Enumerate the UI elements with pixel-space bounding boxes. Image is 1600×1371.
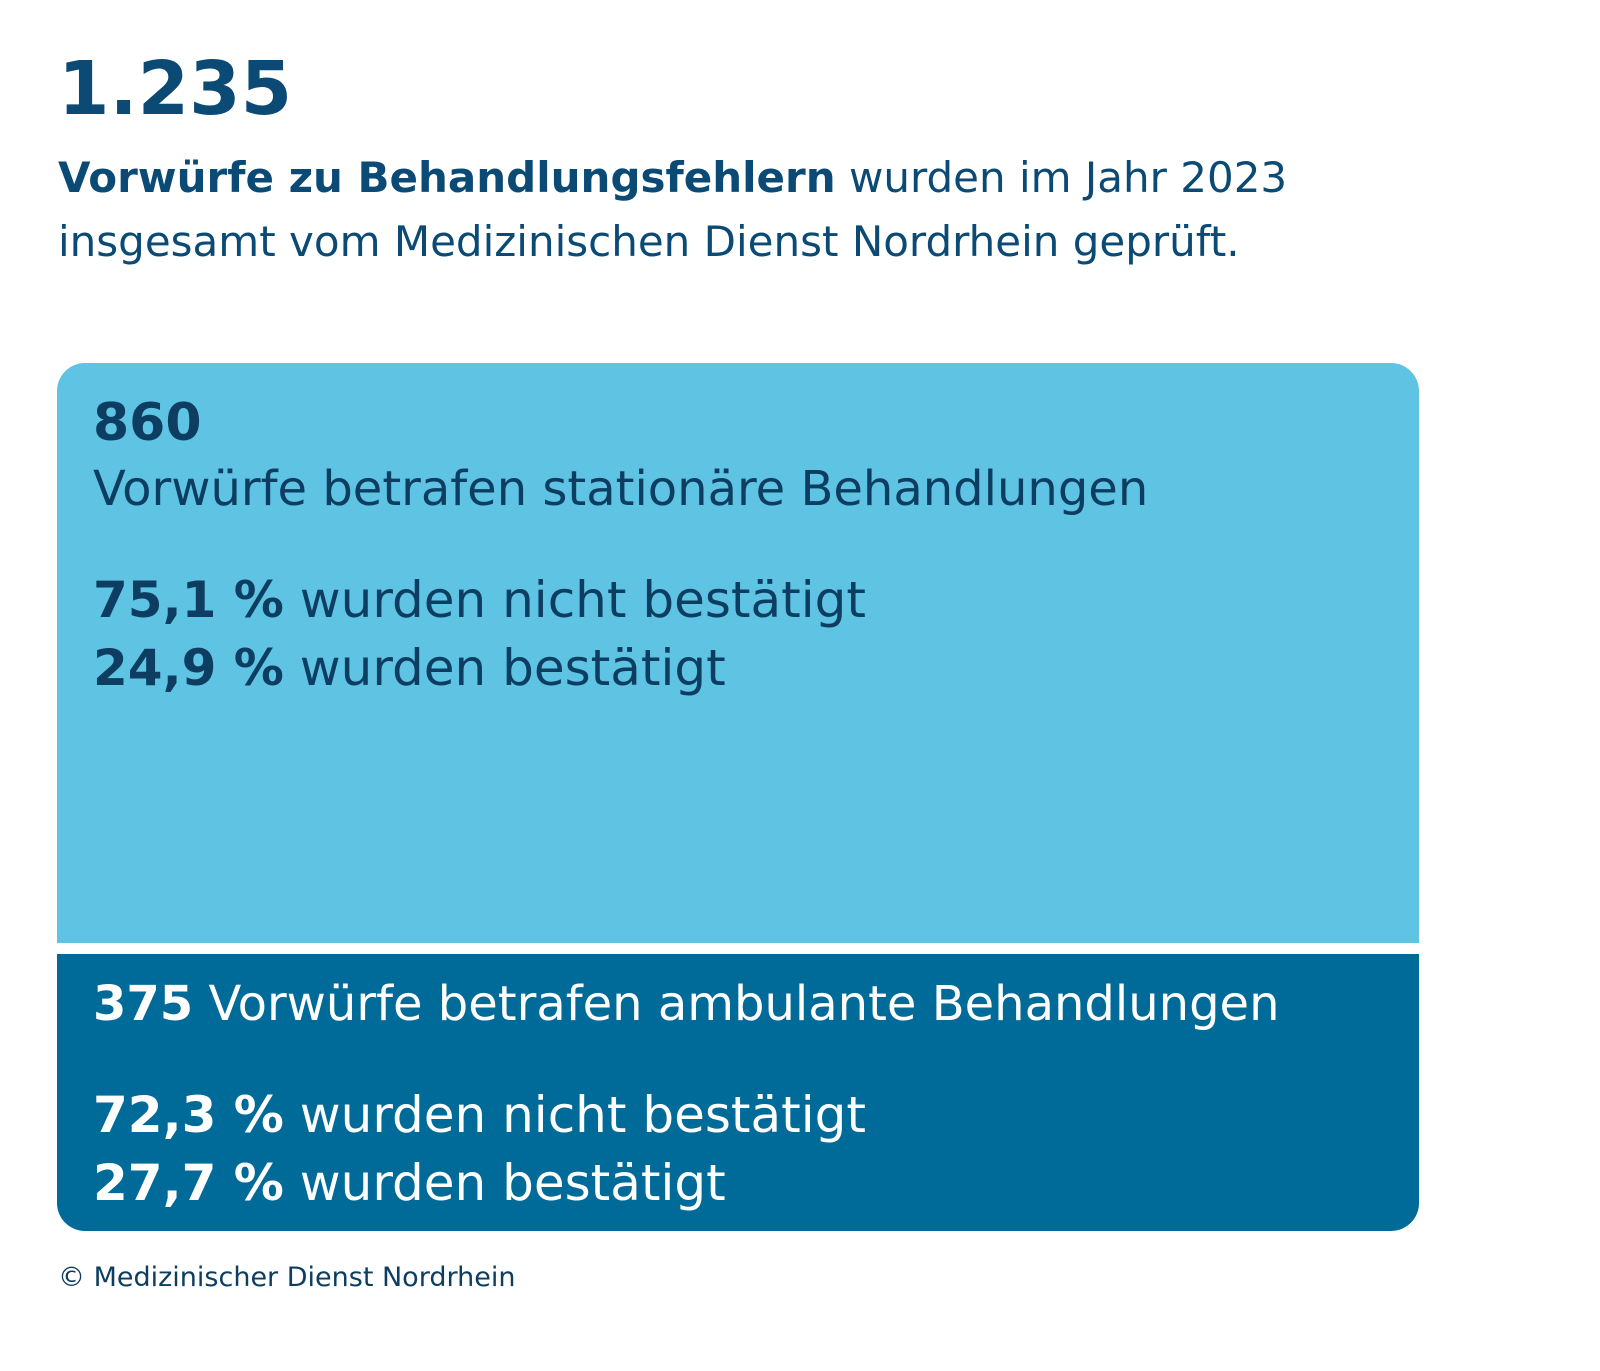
subtitle: Vorwürfe zu Behandlungsfehlern wurden im… [58, 146, 1438, 274]
inpatient-description: Vorwürfe betrafen stationäre Behandlunge… [93, 461, 1149, 517]
inpatient-confirmed-pct: 24,9 % [93, 639, 284, 697]
inpatient-box: 860 Vorwürfe betrafen stationäre Behandl… [57, 363, 1419, 943]
subtitle-rest-2: insgesamt vom Medizinischen Dienst Nordr… [58, 217, 1240, 266]
outpatient-not-confirmed-label: wurden nicht bestätigt [283, 1086, 867, 1144]
inpatient-confirmed-label: wurden bestätigt [283, 639, 726, 697]
outpatient-count: 375 [93, 976, 194, 1032]
copyright: © Medizinischer Dienst Nordrhein [58, 1262, 516, 1293]
subtitle-strong: Vorwürfe zu Behandlungsfehlern [58, 153, 836, 202]
outpatient-description: Vorwürfe betrafen ambulante Behandlungen [193, 976, 1280, 1032]
outpatient-confirmed: 27,7 % wurden bestätigt [93, 1156, 726, 1211]
outpatient-not-confirmed-pct: 72,3 % [93, 1086, 284, 1144]
outpatient-confirmed-pct: 27,7 % [93, 1154, 284, 1212]
subtitle-rest-1: wurden im Jahr 2023 [835, 153, 1288, 202]
outpatient-heading: 375 Vorwürfe betrafen ambulante Behandlu… [93, 978, 1279, 1031]
inpatient-not-confirmed-label: wurden nicht bestätigt [283, 571, 867, 629]
inpatient-count: 860 [93, 393, 202, 453]
outpatient-not-confirmed: 72,3 % wurden nicht bestätigt [93, 1088, 866, 1143]
total-count: 1.235 [58, 46, 293, 132]
inpatient-not-confirmed: 75,1 % wurden nicht bestätigt [93, 573, 866, 628]
outpatient-box: 375 Vorwürfe betrafen ambulante Behandlu… [57, 954, 1419, 1231]
inpatient-not-confirmed-pct: 75,1 % [93, 571, 284, 629]
inpatient-confirmed: 24,9 % wurden bestätigt [93, 641, 726, 696]
outpatient-confirmed-label: wurden bestätigt [283, 1154, 726, 1212]
